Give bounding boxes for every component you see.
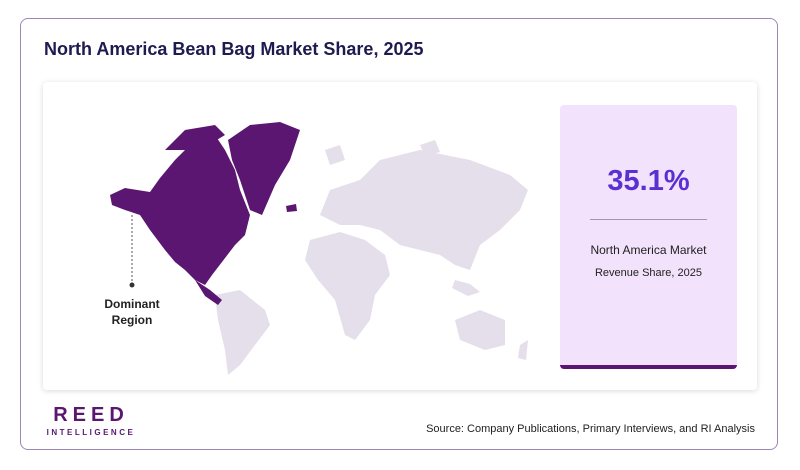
callout-text: Dominant	[104, 297, 159, 311]
stat-value: 35.1%	[607, 165, 690, 197]
north-america	[110, 122, 300, 305]
source: Source: Company Publications, Primary In…	[426, 423, 755, 435]
divider	[590, 219, 707, 220]
callout-text: Region	[112, 313, 153, 327]
callout-dot	[129, 282, 135, 288]
stat-panel: 35.1% North America Market Revenue Share…	[560, 105, 737, 369]
frame	[20, 18, 778, 450]
logo-subtext: INTELLIGENCE	[46, 428, 136, 437]
title: North America Bean Bag Market Share, 202…	[44, 39, 424, 59]
other-regions	[215, 140, 528, 375]
logo-text: REED	[53, 404, 129, 426]
stat-sublabel: Revenue Share, 2025	[594, 267, 703, 279]
stat-label: North America Market	[590, 243, 707, 257]
logo: REED INTELLIGENCE	[46, 404, 136, 437]
